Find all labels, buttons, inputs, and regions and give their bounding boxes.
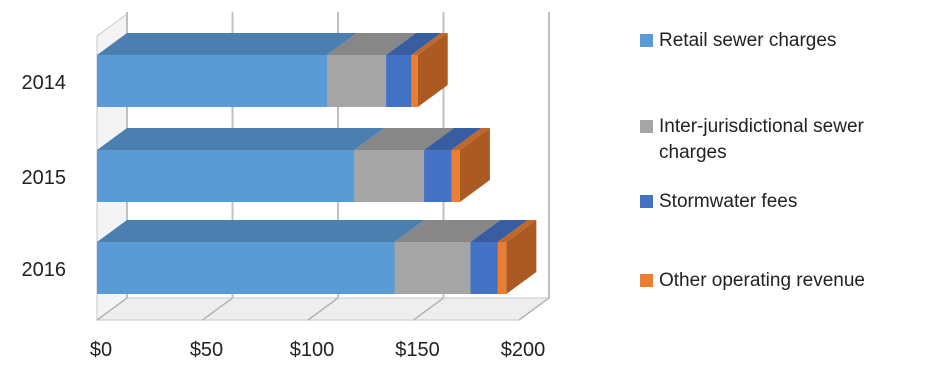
legend-label: Stormwater fees bbox=[659, 191, 797, 212]
floor-gridline bbox=[413, 297, 444, 321]
bar-end-face bbox=[417, 33, 448, 107]
x-tick-label: $150 bbox=[395, 339, 440, 361]
bar-segment bbox=[424, 150, 452, 202]
legend-swatch bbox=[640, 274, 653, 287]
bar-segment bbox=[497, 242, 507, 294]
x-tick-label: $200 bbox=[501, 339, 546, 361]
bar-top-face bbox=[97, 220, 425, 242]
bar-segment bbox=[326, 55, 387, 107]
bar-end-face bbox=[506, 220, 537, 294]
x-tick-label: $0 bbox=[90, 339, 112, 361]
floor-gridline bbox=[96, 297, 128, 321]
bar-top-face bbox=[451, 128, 490, 150]
floor-gridline bbox=[518, 297, 550, 321]
bar-segment bbox=[386, 55, 412, 107]
bar-top-face bbox=[97, 128, 385, 150]
legend-swatch bbox=[640, 34, 653, 47]
legend-label: Inter-jurisdictional sewer charges bbox=[659, 116, 865, 163]
legend-label: Other operating revenue bbox=[659, 270, 865, 291]
bar-top-face bbox=[394, 220, 501, 242]
bar-segment bbox=[394, 242, 471, 294]
legend-swatch bbox=[640, 195, 653, 208]
bar-end-face bbox=[459, 128, 490, 202]
category-label: 2014 bbox=[22, 72, 67, 94]
bar-segment bbox=[411, 55, 418, 107]
legend-label: Retail sewer charges bbox=[659, 30, 836, 51]
bar-segment bbox=[470, 242, 498, 294]
category-label: 2016 bbox=[22, 259, 67, 281]
legend-swatch bbox=[640, 120, 653, 133]
floor-gridline bbox=[307, 297, 339, 321]
x-tick-label: $100 bbox=[290, 339, 335, 361]
bar-top-face bbox=[354, 128, 455, 150]
bar-top-face bbox=[97, 33, 357, 55]
floor-gridline bbox=[202, 297, 233, 321]
bar-segment bbox=[97, 150, 355, 202]
bar-top-face bbox=[497, 220, 537, 242]
bar-segment bbox=[97, 55, 327, 107]
bar-top-face bbox=[424, 128, 482, 150]
bar-segment bbox=[451, 150, 460, 202]
bar-top-face bbox=[411, 33, 448, 55]
bar-segment bbox=[354, 150, 425, 202]
category-label: 2015 bbox=[22, 167, 67, 189]
bar-segment bbox=[97, 242, 395, 294]
bar-top-face bbox=[470, 220, 528, 242]
bar-top-face bbox=[326, 33, 417, 55]
x-tick-label: $50 bbox=[190, 339, 223, 361]
bar-top-face bbox=[386, 33, 442, 55]
